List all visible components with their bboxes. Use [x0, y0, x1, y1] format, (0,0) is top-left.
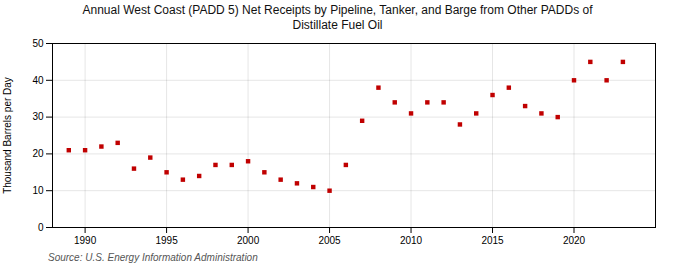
svg-text:2020: 2020 — [563, 235, 586, 246]
svg-text:2015: 2015 — [481, 235, 504, 246]
svg-text:2010: 2010 — [400, 235, 423, 246]
svg-text:50: 50 — [32, 38, 44, 49]
svg-text:2000: 2000 — [237, 235, 260, 246]
svg-text:10: 10 — [32, 185, 44, 196]
html-text:Annual West Coast (PADD 5) Net: Annual West Coast (PADD 5) Net Receipts … — [82, 3, 593, 32]
svg-text:40: 40 — [32, 75, 44, 86]
svg-text:1995: 1995 — [155, 235, 178, 246]
svg-text:1990: 1990 — [74, 235, 97, 246]
svg-text:0: 0 — [38, 222, 44, 233]
svg-text:Thousand Barrels per Day: Thousand Barrels per Day — [2, 77, 13, 194]
svg-text:2005: 2005 — [318, 235, 341, 246]
svg-text:20: 20 — [32, 148, 44, 159]
html-text:Source: U.S. Energy Informatio: Source: U.S. Energy Information Administ… — [48, 252, 258, 263]
svg-text:30: 30 — [32, 111, 44, 122]
